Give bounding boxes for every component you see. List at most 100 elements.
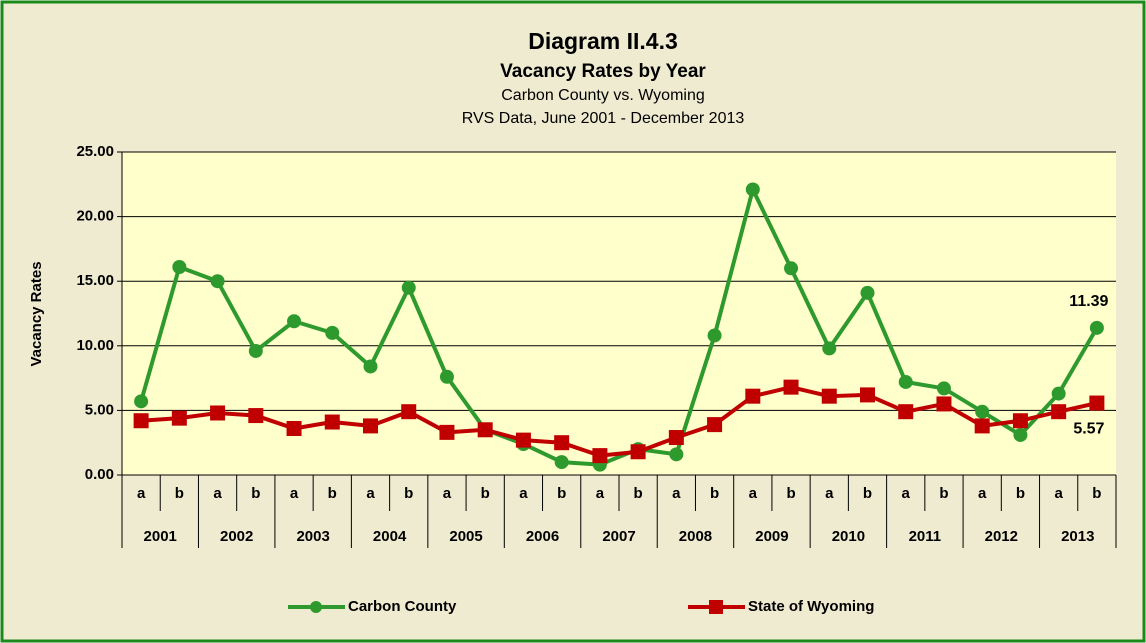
- data-point: [1089, 320, 1104, 335]
- data-point: [592, 448, 608, 464]
- y-tick-label: 10.00: [76, 337, 114, 354]
- x-tick-label: a: [366, 485, 375, 502]
- x-tick-label: a: [213, 485, 222, 502]
- y-tick-label: 20.00: [76, 208, 114, 225]
- x-tick-label: a: [519, 485, 528, 502]
- data-point: [1013, 427, 1028, 442]
- group-label: 2003: [296, 528, 329, 545]
- data-point: [172, 259, 187, 274]
- x-tick-label: b: [634, 485, 643, 502]
- x-tick-label: b: [251, 485, 260, 502]
- data-point: [975, 404, 990, 419]
- chart-subtitle: Vacancy Rates by Year: [500, 61, 706, 82]
- y-tick-label: 0.00: [85, 466, 114, 483]
- x-tick-label: a: [749, 485, 758, 502]
- data-point: [1089, 395, 1105, 411]
- group-label: 2007: [602, 528, 635, 545]
- data-point: [821, 388, 837, 404]
- x-tick-label: a: [1054, 485, 1063, 502]
- legend-label: Carbon County: [348, 598, 457, 615]
- data-point: [210, 405, 226, 421]
- data-point: [171, 410, 187, 426]
- data-point: [1012, 413, 1028, 429]
- data-point: [363, 359, 378, 374]
- group-label: 2001: [144, 528, 177, 545]
- data-point: [248, 343, 263, 358]
- data-point: [134, 394, 149, 409]
- data-point: [745, 388, 761, 404]
- x-tick-label: b: [328, 485, 337, 502]
- group-label: 2006: [526, 528, 559, 545]
- data-point: [860, 285, 875, 300]
- data-point: [898, 404, 914, 420]
- group-label: 2005: [449, 528, 482, 545]
- group-label: 2010: [832, 528, 865, 545]
- x-tick-label: a: [290, 485, 299, 502]
- x-tick-label: a: [672, 485, 681, 502]
- data-point: [286, 420, 302, 436]
- x-tick-label: b: [557, 485, 566, 502]
- data-point: [669, 447, 684, 462]
- data-point: [707, 328, 722, 343]
- legend-label: State of Wyoming: [748, 598, 874, 615]
- x-tick-label: b: [786, 485, 795, 502]
- data-point: [668, 430, 684, 446]
- x-tick-label: b: [863, 485, 872, 502]
- x-tick-label: b: [404, 485, 413, 502]
- x-tick-label: b: [175, 485, 184, 502]
- data-point: [515, 432, 531, 448]
- x-tick-label: b: [481, 485, 490, 502]
- legend-marker: [310, 601, 322, 613]
- chart-title: Diagram II.4.3: [528, 28, 678, 54]
- data-point: [325, 325, 340, 340]
- y-axis-label: Vacancy Rates: [28, 261, 45, 366]
- group-label: 2012: [985, 528, 1018, 545]
- data-point: [936, 396, 952, 412]
- data-point: [745, 182, 760, 197]
- data-point: [554, 435, 570, 451]
- x-tick-label: b: [710, 485, 719, 502]
- group-label: 2009: [755, 528, 788, 545]
- x-tick-label: a: [596, 485, 605, 502]
- group-label: 2011: [909, 528, 942, 545]
- data-point: [898, 374, 913, 389]
- data-point: [936, 381, 951, 396]
- data-point: [324, 414, 340, 430]
- data-label: 5.57: [1073, 420, 1104, 437]
- data-point: [363, 418, 378, 434]
- data-point: [401, 280, 416, 295]
- x-tick-label: a: [978, 485, 987, 502]
- y-tick-label: 25.00: [76, 143, 114, 160]
- data-point: [287, 314, 302, 329]
- x-tick-label: a: [902, 485, 911, 502]
- y-tick-label: 5.00: [85, 401, 114, 418]
- data-point: [210, 274, 225, 289]
- data-point: [133, 413, 149, 429]
- x-tick-label: b: [939, 485, 948, 502]
- data-point: [477, 422, 493, 438]
- y-tick-label: 15.00: [76, 272, 114, 289]
- data-point: [1051, 386, 1066, 401]
- x-tick-label: b: [1016, 485, 1025, 502]
- data-point: [783, 379, 799, 395]
- data-point: [439, 424, 455, 440]
- x-tick-label: a: [137, 485, 146, 502]
- data-point: [248, 408, 264, 424]
- chart-subtitle: RVS Data, June 2001 - December 2013: [462, 110, 745, 127]
- plot-area: [122, 152, 1116, 475]
- legend-marker: [709, 600, 723, 614]
- chart-subtitle: Carbon County vs. Wyoming: [501, 87, 705, 104]
- x-tick-label: b: [1092, 485, 1101, 502]
- data-point: [554, 455, 569, 470]
- x-tick-label: a: [443, 485, 452, 502]
- group-label: 2013: [1061, 528, 1094, 545]
- data-point: [784, 261, 799, 276]
- group-label: 2004: [373, 528, 407, 545]
- data-point: [630, 444, 646, 460]
- data-point: [822, 341, 837, 356]
- data-point: [860, 387, 875, 403]
- data-point: [974, 418, 990, 434]
- data-point: [707, 417, 723, 433]
- data-point: [439, 369, 454, 384]
